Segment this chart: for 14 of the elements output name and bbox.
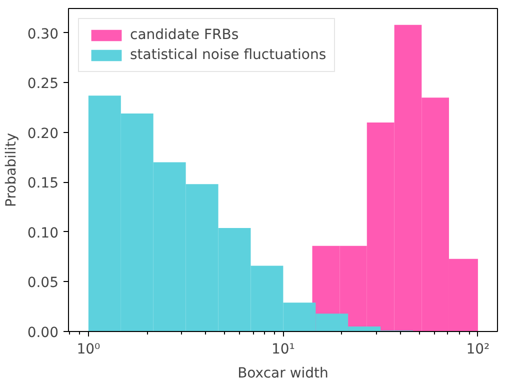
x-tick-label: 10¹ — [271, 342, 295, 358]
x-axis-title: Boxcar width — [238, 366, 328, 382]
y-tick-label: 0.30 — [27, 26, 58, 42]
x-tick-label: 10² — [466, 342, 490, 358]
y-tick-label: 0.20 — [27, 126, 58, 142]
y-tick-label: 0.15 — [27, 176, 58, 192]
x-tick-label: 10⁰ — [76, 342, 101, 358]
y-tick-label: 0.00 — [27, 325, 58, 341]
legend-label: statistical noise fluctuations — [130, 47, 326, 63]
legend-label: candidate FRBs — [130, 27, 239, 43]
y-tick-label: 0.05 — [27, 275, 58, 292]
y-axis-title: Probability — [3, 132, 20, 208]
y-tick-label: 0.10 — [27, 225, 58, 242]
y-tick-label: 0.25 — [27, 76, 58, 92]
